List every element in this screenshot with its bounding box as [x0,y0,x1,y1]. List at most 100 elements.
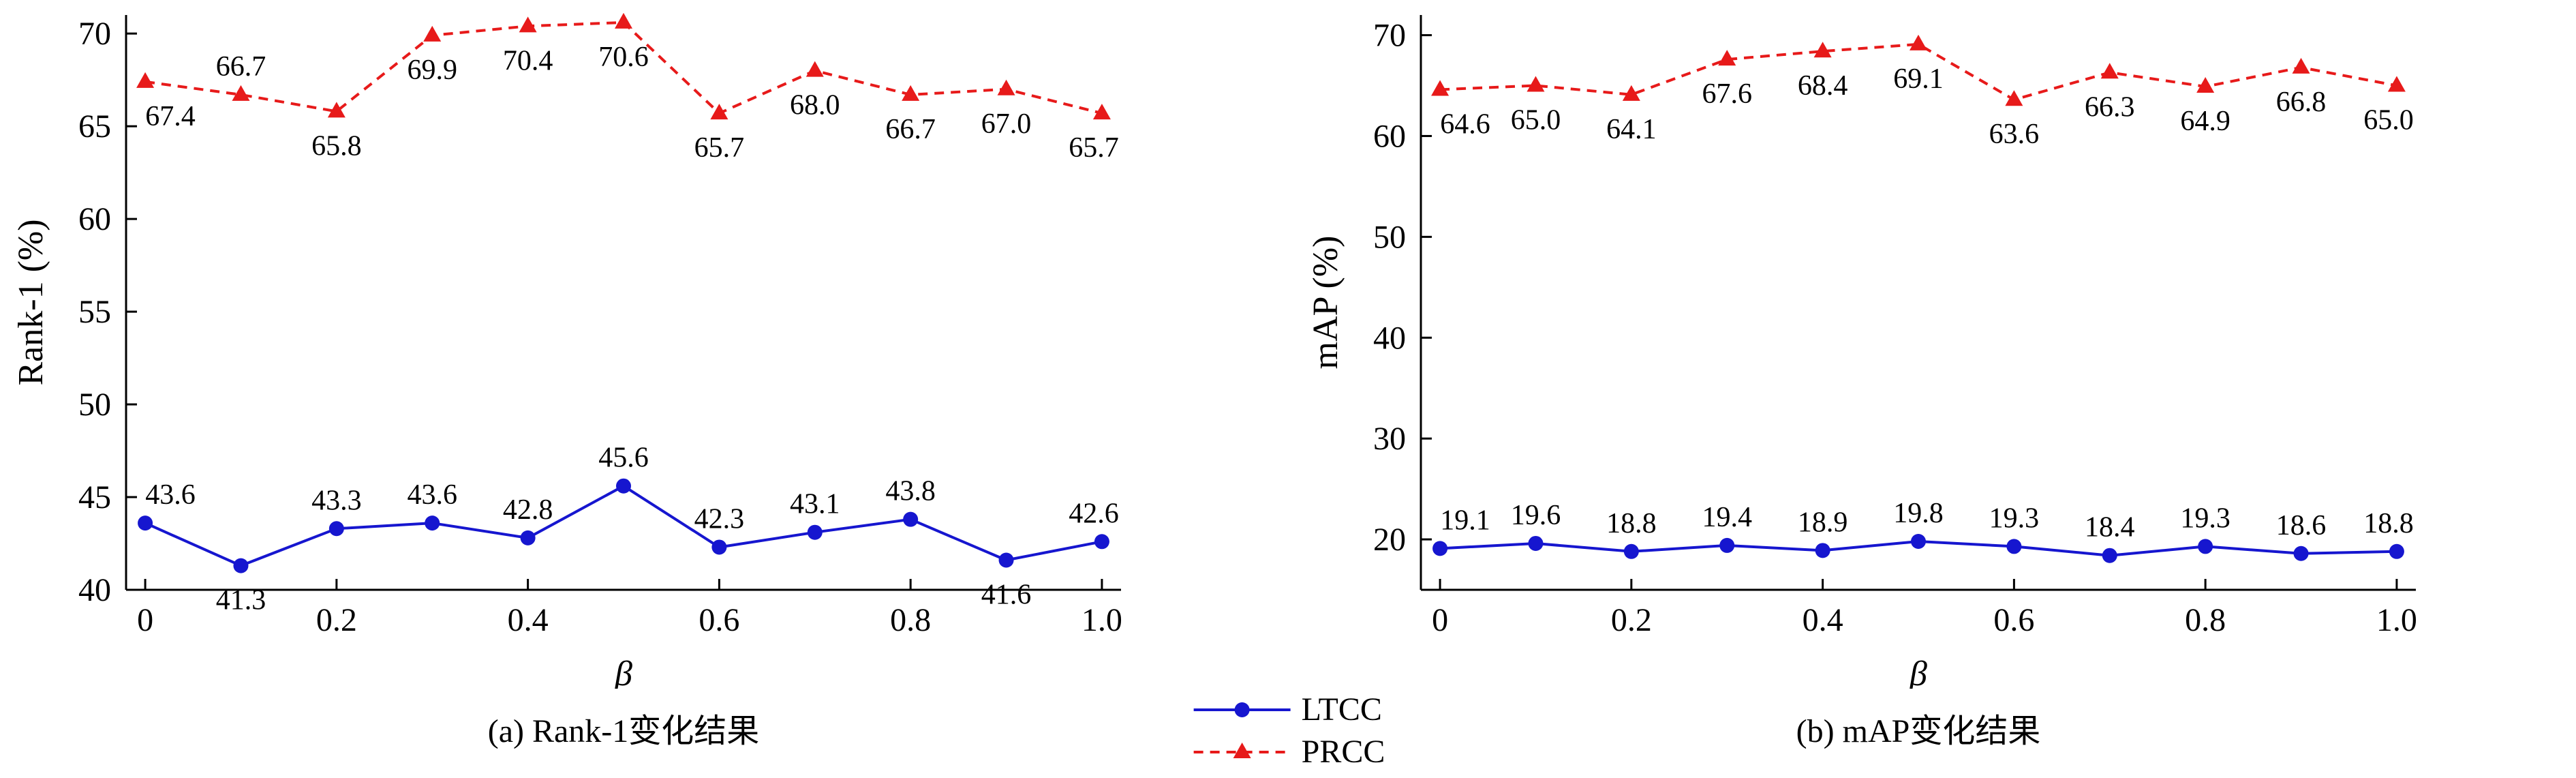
y-tick-label: 55 [78,294,111,330]
ltcc-value-label: 43.6 [145,479,196,511]
ltcc-point [998,552,1014,568]
y-tick-label: 30 [1373,421,1406,457]
y-tick-label: 50 [1373,219,1406,255]
x-tick-label: 1.0 [2376,602,2417,638]
prcc-point [806,61,824,77]
x-tick-label: 0.8 [2185,602,2226,638]
prcc-point [710,104,729,120]
prcc-value-label: 64.6 [1440,108,1490,140]
x-tick-label: 0.4 [508,602,549,638]
ltcc-value-label: 41.3 [216,585,266,616]
ltcc-value-label: 45.6 [598,443,649,474]
prcc-value-label: 70.6 [598,42,649,73]
prcc-value-label: 65.8 [311,130,362,162]
ltcc-point [233,558,249,573]
ltcc-point [1094,534,1109,550]
ltcc-line-symbol [1193,702,1291,717]
prcc-value-label: 66.7 [216,51,266,83]
prcc-point [2005,90,2023,106]
prcc-value-label: 68.0 [790,90,840,121]
ltcc-point [1432,541,1448,556]
prcc-line-symbol [1193,743,1291,758]
x-tick-label: 0.4 [1803,602,1843,638]
legend-item-prcc: PRCC [1191,736,1385,768]
legend-label-prcc: PRCC [1301,734,1385,770]
y-tick-label: 40 [78,572,111,608]
ltcc-value-label: 18.4 [2085,512,2135,543]
prcc-value-label: 65.7 [1069,132,1119,164]
prcc-point [1431,80,1450,96]
y-tick-label: 65 [78,108,111,145]
triangle-marker-icon [1233,743,1251,758]
ltcc-value-label: 18.8 [1606,508,1657,539]
ltcc-point [807,524,823,540]
caption-a: (a) Rank-1变化结果 [487,713,760,749]
prcc-point [232,85,250,101]
prcc-value-label: 67.4 [145,101,196,132]
prcc-value-label: 67.6 [1702,78,1752,110]
prcc-point [615,12,632,29]
ltcc-point [1815,543,1830,558]
x-axis-title: β [1909,655,1927,689]
ltcc-point [903,511,919,527]
prcc-point [1527,76,1545,92]
ltcc-value-label: 43.8 [885,476,936,507]
y-tick-label: 45 [78,479,111,515]
chart-block-rank1: 40 45 50 55 60 65 70 0 0.2 0.4 0.6 0.8 1.0 Rank-1 (%)… [0,0,1159,751]
circle-marker-icon [1234,702,1250,717]
y-tick-label: 50 [78,387,111,423]
prcc-value-label: 70.4 [503,45,553,76]
prcc-point [2100,63,2119,79]
prcc-value-label: 66.3 [2085,91,2135,123]
prcc-value-label: 67.0 [981,108,1032,140]
prcc-value-label: 64.1 [1606,114,1657,145]
prcc-point [997,79,1015,95]
ltcc-value-label: 18.9 [1798,507,1848,538]
prcc-point [136,72,155,88]
ltcc-value-label: 43.3 [311,485,362,516]
y-tick-label: 20 [1373,522,1406,558]
y-axis-title: mAP (%) [1306,236,1345,370]
y-tick-label: 40 [1373,320,1406,356]
x-tick-label: 1.0 [1082,602,1122,638]
map-chart: 20 30 40 50 60 70 0 0.2 0.4 0.6 0.8 1.0 mAP (%) β 19.1… [1306,15,2417,689]
ltcc-point [1528,535,1544,551]
ltcc-value-label: 41.6 [981,579,1032,610]
y-tick-label: 60 [78,201,111,237]
x-tick-label: 0 [137,602,153,638]
x-tick-label: 0.2 [316,602,357,638]
ltcc-value-label: 19.4 [1702,502,1752,533]
ltcc-point [1623,543,1639,559]
ltcc-point [2293,545,2309,561]
prcc-value-label: 65.7 [694,132,745,164]
prcc-point [2387,76,2406,92]
prcc-point [327,102,346,118]
ltcc-value-label: 42.6 [1069,498,1119,529]
prcc-point [1718,50,1736,66]
prcc-value-label: 69.9 [407,55,457,86]
prcc-point [1813,42,1832,58]
y-tick-label: 60 [1373,118,1406,154]
prcc-value-label: 64.9 [2180,106,2230,137]
x-tick-label: 0 [1432,602,1448,638]
prcc-value-label: 66.8 [2276,87,2327,118]
legend-label-ltcc: LTCC [1301,691,1382,728]
caption-b: (b) mAP变化结果 [1796,713,2041,749]
ltcc-point [520,530,536,545]
ltcc-point [711,539,727,555]
ltcc-value-label: 19.6 [1511,500,1561,531]
prcc-point [2292,57,2310,74]
ltcc-point [328,521,344,537]
x-tick-label: 0.8 [890,602,931,638]
x-tick-label: 0.6 [1993,602,2034,638]
legend-item-ltcc: LTCC [1191,693,1385,726]
prcc-point [1622,85,1640,101]
x-axis-title: β [614,655,632,689]
y-tick-label: 70 [78,16,111,52]
ltcc-line [144,484,1103,567]
prcc-value-label: 63.6 [1989,119,2040,150]
prcc-point [1910,34,1927,50]
prcc-line [1440,42,2397,102]
y-axis-title: Rank-1 (%) [12,219,50,385]
